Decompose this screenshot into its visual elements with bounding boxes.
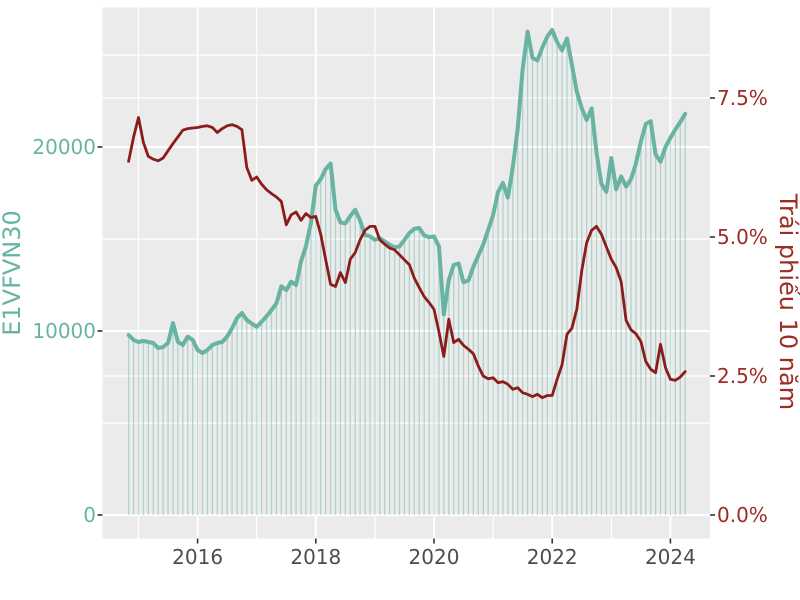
x-axis-tick-label: 2024: [645, 545, 696, 569]
right-axis-tick-label: 7.5%: [717, 86, 768, 110]
gridlines: [102, 7, 710, 539]
right-axis-tick-label: 0.0%: [717, 503, 768, 527]
etf-stems-layer: [127, 29, 686, 515]
right-axis-title: Trái phiếu 10 năm: [774, 193, 800, 410]
left-axis-tick-label: 10000: [32, 319, 96, 343]
right-axis-tick-label: 2.5%: [717, 364, 768, 388]
x-axis-tick-label: 2022: [527, 545, 578, 569]
left-axis-tick-label: 20000: [32, 135, 96, 159]
etf-price-line: [126, 28, 688, 356]
left-axis-title: E1VFVN30: [0, 210, 26, 336]
axis-tick-labels: 0 10000 20000 0.0% 2.5% 5.0% 7.5% 2016 2018 2020 2…: [32, 86, 767, 569]
x-axis-tick-label: 2020: [409, 545, 460, 569]
x-axis-tick-label: 2018: [290, 545, 341, 569]
axis-tick-marks: [97, 97, 715, 544]
series-lines-layer: [126, 28, 688, 400]
left-axis-tick-label: 0: [83, 503, 96, 527]
chart-panel: [102, 7, 710, 539]
right-axis-tick-label: 5.0%: [717, 225, 768, 249]
x-axis-tick-label: 2016: [172, 545, 223, 569]
bond-yield-line: [127, 116, 687, 400]
